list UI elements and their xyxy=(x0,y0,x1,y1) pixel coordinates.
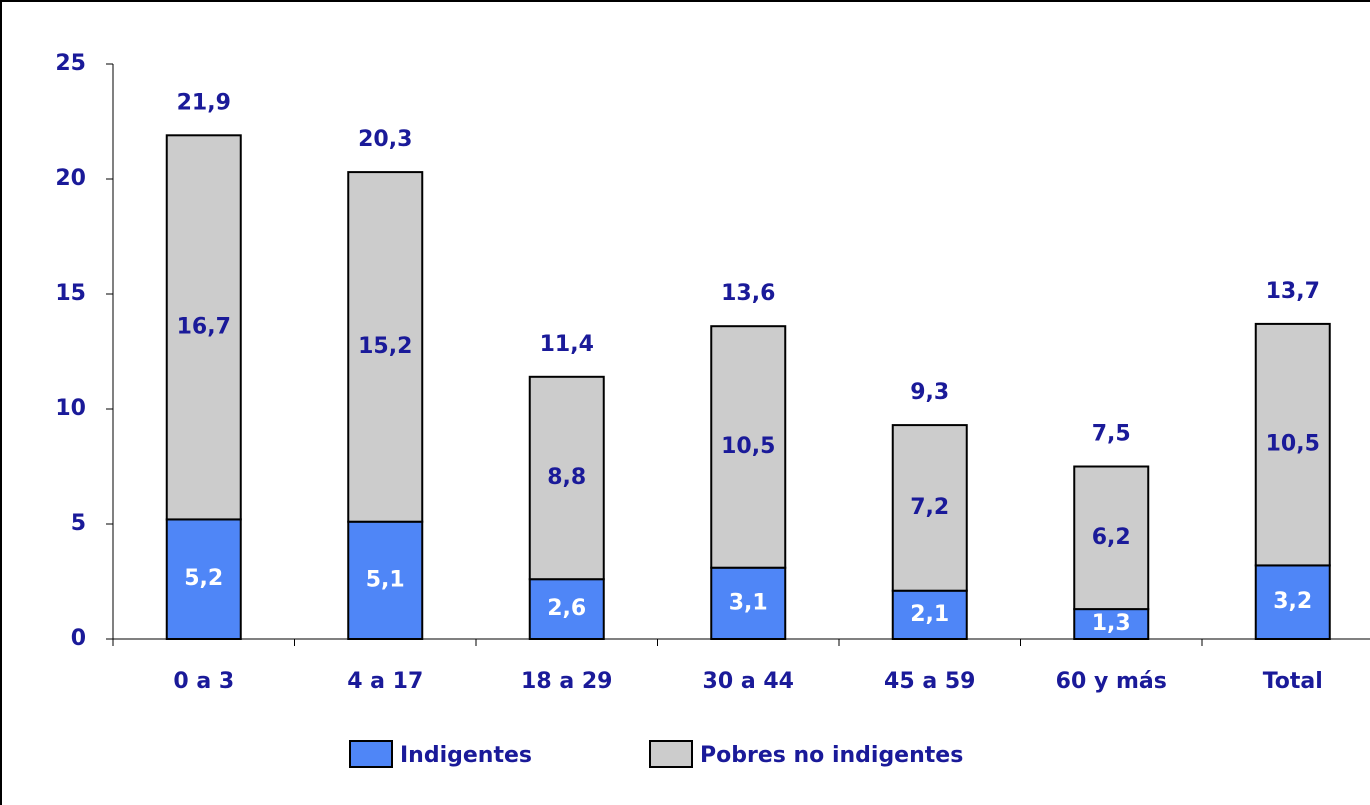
legend-swatch xyxy=(649,740,693,768)
legend-swatch xyxy=(349,740,393,768)
bar-segment xyxy=(1073,465,1150,611)
bar-segment xyxy=(710,325,787,569)
legend-label: Pobres no indigentes xyxy=(700,743,963,768)
segment-label: 1,3 xyxy=(1092,611,1131,636)
segment-label: 7,2 xyxy=(910,495,949,520)
y-tick-label: 5 xyxy=(71,511,86,536)
segment-label: 2,1 xyxy=(910,602,949,627)
segment-label: 10,5 xyxy=(721,434,775,459)
segment-label: 3,1 xyxy=(729,590,768,615)
segment-label: 15,2 xyxy=(358,334,412,359)
x-tick-label: 0 a 3 xyxy=(173,669,234,694)
x-tick-label: 30 a 44 xyxy=(703,669,794,694)
legend-label: Indigentes xyxy=(400,743,532,768)
segment-label: 2,6 xyxy=(547,596,586,621)
bar-segment xyxy=(347,171,424,523)
segment-label: 10,5 xyxy=(1266,432,1320,457)
bar-segment xyxy=(1073,608,1150,640)
x-tick-label: 60 y más xyxy=(1056,669,1167,694)
bar-segment xyxy=(528,578,605,641)
total-label: 13,7 xyxy=(1266,279,1320,304)
y-tick-label: 25 xyxy=(55,51,86,76)
x-tick-label: 45 a 59 xyxy=(884,669,975,694)
y-tick-label: 10 xyxy=(55,396,86,421)
bar-segment xyxy=(528,375,605,581)
bar-segment xyxy=(710,566,787,641)
y-tick-label: 0 xyxy=(71,626,86,651)
x-tick-label: Total xyxy=(1263,669,1323,694)
total-label: 11,4 xyxy=(540,332,594,357)
bar-segment xyxy=(347,520,424,641)
segment-label: 3,2 xyxy=(1273,589,1312,614)
bar-segment xyxy=(891,424,968,592)
segment-label: 5,2 xyxy=(184,566,223,591)
bar-segment xyxy=(165,134,242,521)
segment-label: 6,2 xyxy=(1092,525,1131,550)
total-label: 7,5 xyxy=(1092,422,1131,447)
x-tick-label: 18 a 29 xyxy=(521,669,612,694)
segment-label: 16,7 xyxy=(177,314,231,339)
total-label: 21,9 xyxy=(177,90,231,115)
bar-segment xyxy=(891,589,968,641)
segment-label: 8,8 xyxy=(547,465,586,490)
y-tick-label: 20 xyxy=(55,166,86,191)
bar-segment xyxy=(1254,322,1331,567)
x-tick-label: 4 a 17 xyxy=(347,669,423,694)
y-tick-label: 15 xyxy=(55,281,86,306)
total-label: 20,3 xyxy=(358,127,412,152)
bar-segment xyxy=(165,518,242,641)
total-label: 13,6 xyxy=(721,281,775,306)
total-label: 9,3 xyxy=(910,380,949,405)
segment-label: 5,1 xyxy=(366,567,405,592)
